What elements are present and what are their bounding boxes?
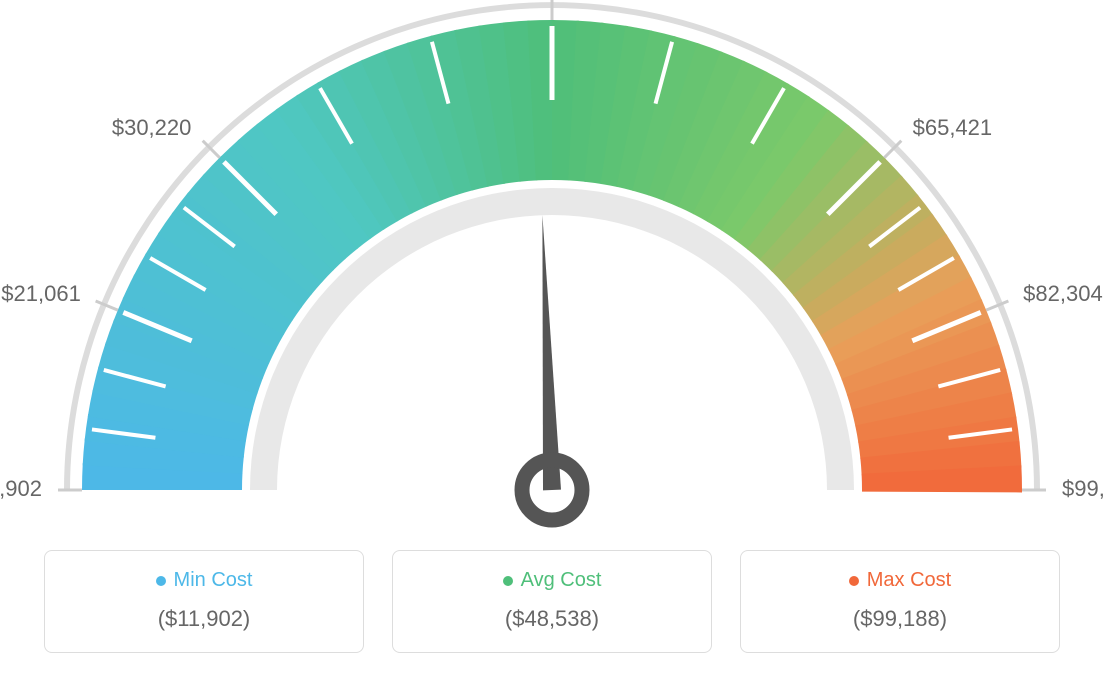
legend-card-min: Min Cost ($11,902) (44, 550, 364, 653)
legend-title-text: Avg Cost (521, 569, 602, 592)
legend-dot-max (849, 576, 859, 586)
legend-value-avg: ($48,538) (393, 606, 711, 632)
gauge-tick-label: $21,061 (0, 281, 81, 307)
legend-value-max: ($99,188) (741, 606, 1059, 632)
gauge-tick-label: $82,304 (1023, 281, 1103, 307)
legend-title-text: Min Cost (174, 569, 253, 592)
legend-card-avg: Avg Cost ($48,538) (392, 550, 712, 653)
gauge-chart: $11,902$21,061$30,220$48,538$65,421$82,3… (0, 0, 1104, 540)
legend-title-avg: Avg Cost (503, 569, 602, 592)
gauge-tick-label: $99,188 (1062, 476, 1104, 502)
legend-title-text: Max Cost (867, 569, 951, 592)
gauge-svg (0, 0, 1104, 540)
gauge-tick-label: $30,220 (101, 115, 191, 141)
gauge-tick-label: $11,902 (0, 476, 42, 502)
legend-title-min: Min Cost (156, 569, 253, 592)
legend-value-min: ($11,902) (45, 606, 363, 632)
legend-row: Min Cost ($11,902) Avg Cost ($48,538) Ma… (0, 550, 1104, 653)
legend-dot-min (156, 576, 166, 586)
gauge-tick-label: $65,421 (913, 115, 993, 141)
legend-title-max: Max Cost (849, 569, 951, 592)
legend-dot-avg (503, 576, 513, 586)
legend-card-max: Max Cost ($99,188) (740, 550, 1060, 653)
